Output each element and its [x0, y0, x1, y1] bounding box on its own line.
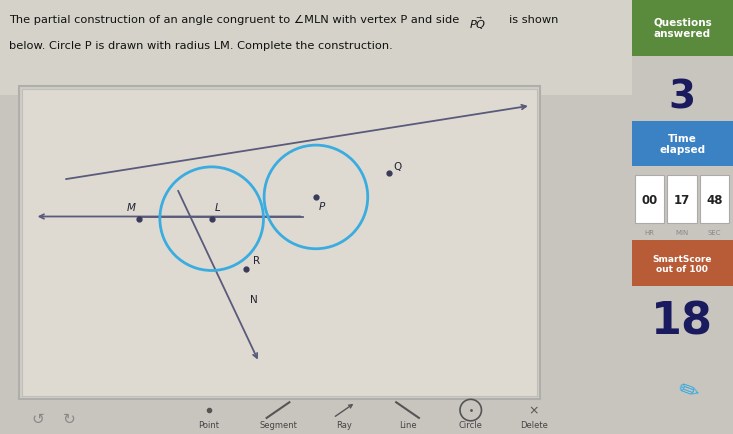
Text: R: R [253, 256, 260, 266]
Bar [0, 0, 632, 95]
Text: Time
elapsed: Time elapsed [660, 134, 705, 155]
FancyBboxPatch shape [699, 176, 729, 224]
Text: Q: Q [394, 161, 402, 171]
Text: L: L [215, 203, 221, 213]
Text: ✏: ✏ [674, 376, 701, 405]
Text: $\vec{PQ}$: $\vec{PQ}$ [469, 15, 487, 32]
FancyBboxPatch shape [22, 90, 537, 396]
Bar [632, 122, 733, 167]
Text: 3: 3 [668, 79, 696, 117]
FancyBboxPatch shape [19, 87, 540, 399]
Text: is shown: is shown [509, 15, 558, 25]
Text: P: P [319, 202, 325, 212]
FancyBboxPatch shape [667, 176, 696, 224]
Text: 48: 48 [706, 193, 723, 206]
Text: ↻: ↻ [63, 411, 76, 426]
Text: Point: Point [198, 420, 219, 429]
Text: 17: 17 [674, 193, 690, 206]
Bar [632, 241, 733, 286]
Text: ↺: ↺ [32, 411, 44, 426]
Text: 18: 18 [652, 300, 713, 342]
Text: MIN: MIN [675, 229, 688, 235]
Text: Segment: Segment [259, 420, 297, 429]
Text: SmartScore
out of 100: SmartScore out of 100 [652, 254, 712, 273]
Text: M: M [127, 203, 136, 213]
Text: SEC: SEC [707, 229, 721, 235]
Text: The partial construction of an angle congruent to ∠MLN with vertex P and side: The partial construction of an angle con… [10, 15, 463, 25]
Text: HR: HR [644, 229, 655, 235]
FancyBboxPatch shape [635, 176, 664, 224]
Text: Questions
answered: Questions answered [653, 17, 712, 39]
Bar [632, 0, 733, 56]
Text: Circle: Circle [459, 420, 482, 429]
Text: N: N [249, 295, 257, 305]
Text: ×: × [528, 404, 539, 417]
Text: Ray: Ray [336, 420, 353, 429]
Text: 00: 00 [641, 193, 658, 206]
Text: Line: Line [399, 420, 416, 429]
Text: Delete: Delete [520, 420, 548, 429]
Text: below. Circle P is drawn with radius LM. Complete the construction.: below. Circle P is drawn with radius LM.… [10, 41, 393, 51]
